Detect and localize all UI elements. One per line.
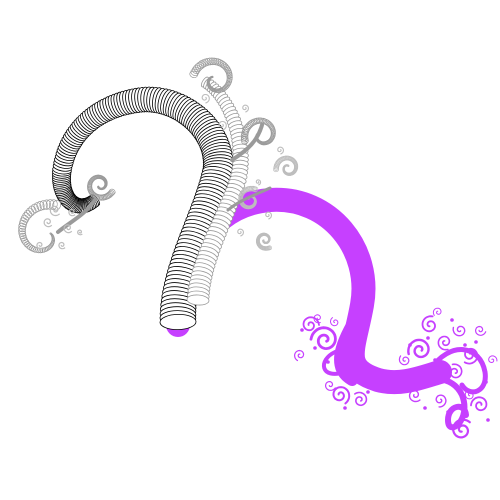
purple-tendril-curl — [452, 325, 466, 337]
curl-ring — [30, 203, 39, 214]
gray-left-branch — [56, 198, 97, 234]
gray-tiny-curl — [218, 120, 227, 131]
gray-coil-ring — [186, 294, 210, 306]
curl-ring — [20, 214, 30, 223]
gray-curl-upper-right — [186, 57, 299, 306]
curl-ring — [211, 75, 214, 78]
curl-ring — [45, 199, 55, 210]
purple-tendril-curl — [488, 355, 498, 363]
curl-ring — [244, 124, 251, 131]
purple-tendril-curl — [449, 363, 463, 379]
black-ring-coil — [51, 86, 234, 331]
purple-tendril-dot — [343, 406, 347, 410]
purple-tendril-dot — [366, 390, 370, 394]
purple-tendril-curl — [432, 307, 442, 316]
purple-tendril-curl — [470, 396, 488, 412]
gray-tiny-curl — [277, 146, 284, 155]
purple-tendril-dot — [486, 418, 490, 422]
curl-ring — [24, 209, 33, 219]
purple-tendril-curl — [408, 389, 421, 403]
purple-tendril-dot — [450, 318, 454, 322]
purple-tendril-dot — [313, 346, 317, 350]
purple-tendril-dot — [426, 336, 430, 340]
curl-ring — [196, 61, 205, 70]
purple-side-stem — [334, 314, 361, 386]
purple-tendril-dot — [408, 343, 412, 347]
gray-left-tiny-curl — [77, 229, 83, 236]
purple-tendril-curl — [293, 349, 305, 362]
gray-tiny-curl — [237, 228, 244, 237]
purple-tendril-curl — [302, 316, 320, 332]
purple-tendril-curl — [325, 381, 336, 391]
purple-tendril-dot — [463, 343, 467, 347]
gray-top-curl — [189, 57, 233, 93]
purple-tendril-curl — [407, 338, 430, 359]
curl-ring — [18, 230, 27, 237]
purple-tendril-curl — [437, 335, 451, 351]
purple-tendril-curl — [332, 386, 351, 405]
purple-tendril-curl — [313, 314, 321, 324]
purple-tendril-dot — [446, 410, 450, 414]
purple-tendril-curl — [354, 391, 368, 407]
purple-tendril-curl — [330, 317, 339, 327]
gray-curl-left — [18, 174, 116, 254]
gray-tiny-curl — [242, 104, 249, 113]
gray-mid-curl — [240, 117, 276, 146]
gray-left-tiny-curl — [43, 218, 53, 228]
gray-tiny-curl — [255, 179, 262, 186]
curl-ring — [198, 60, 206, 68]
purple-tendril-dot — [433, 358, 437, 362]
purple-tendril-curl — [464, 391, 474, 400]
curl-ring — [39, 200, 48, 211]
curl-ring — [52, 199, 62, 211]
purple-tendril-curl — [463, 347, 479, 365]
purple-tendril-curl — [451, 418, 471, 439]
curl-ring — [42, 199, 51, 210]
purple-tendril-curl — [421, 315, 436, 333]
gray-left-upper-curl — [87, 174, 116, 201]
curl-ring — [48, 199, 58, 210]
curl-ring — [287, 164, 290, 168]
purple-tendril-dot — [423, 406, 427, 410]
gray-left-tiny-curl — [58, 241, 66, 250]
purple-tendril-curl — [475, 325, 487, 336]
curl-ring — [33, 202, 42, 212]
purple-tendril-curl — [398, 355, 410, 366]
gray-left-tiny-curl — [36, 241, 44, 250]
curl-ring — [22, 212, 31, 221]
gray-tiny-curl — [265, 211, 272, 220]
curl-ring — [18, 225, 27, 233]
curl-ring — [49, 232, 52, 235]
purple-right-loop — [427, 347, 488, 395]
curl-ring — [262, 239, 265, 242]
purple-tendril-dot — [326, 360, 330, 364]
gray-right-curl — [273, 155, 299, 176]
curl-ring — [26, 207, 35, 217]
curl-ring — [97, 185, 100, 188]
purple-tendril-curl — [435, 394, 447, 408]
gray-left-tiny-curl — [68, 208, 76, 217]
gray-bottom-curl — [255, 232, 272, 251]
gray-branch — [226, 186, 272, 212]
gray-left-big-curl — [18, 199, 62, 254]
curl-ring — [36, 200, 45, 211]
gray-tiny-curl — [201, 93, 210, 104]
purple-tendril-dot — [484, 380, 488, 384]
gray-branch — [230, 123, 264, 162]
gray-left-tiny-curl — [63, 224, 73, 234]
purple-tendril-curl — [309, 326, 337, 351]
purple-tendril-dot — [474, 340, 478, 344]
purple-left-curl — [321, 350, 347, 376]
purple-tendril-curl — [413, 374, 425, 384]
curl-ring — [18, 220, 28, 228]
curl-ring — [28, 205, 37, 215]
purple-tendril-dot — [300, 328, 304, 332]
purple-tendril-dot — [396, 370, 400, 374]
black-coil-ring — [159, 313, 197, 331]
gray-left-tiny-curl — [49, 205, 60, 217]
curl-ring — [18, 222, 27, 230]
